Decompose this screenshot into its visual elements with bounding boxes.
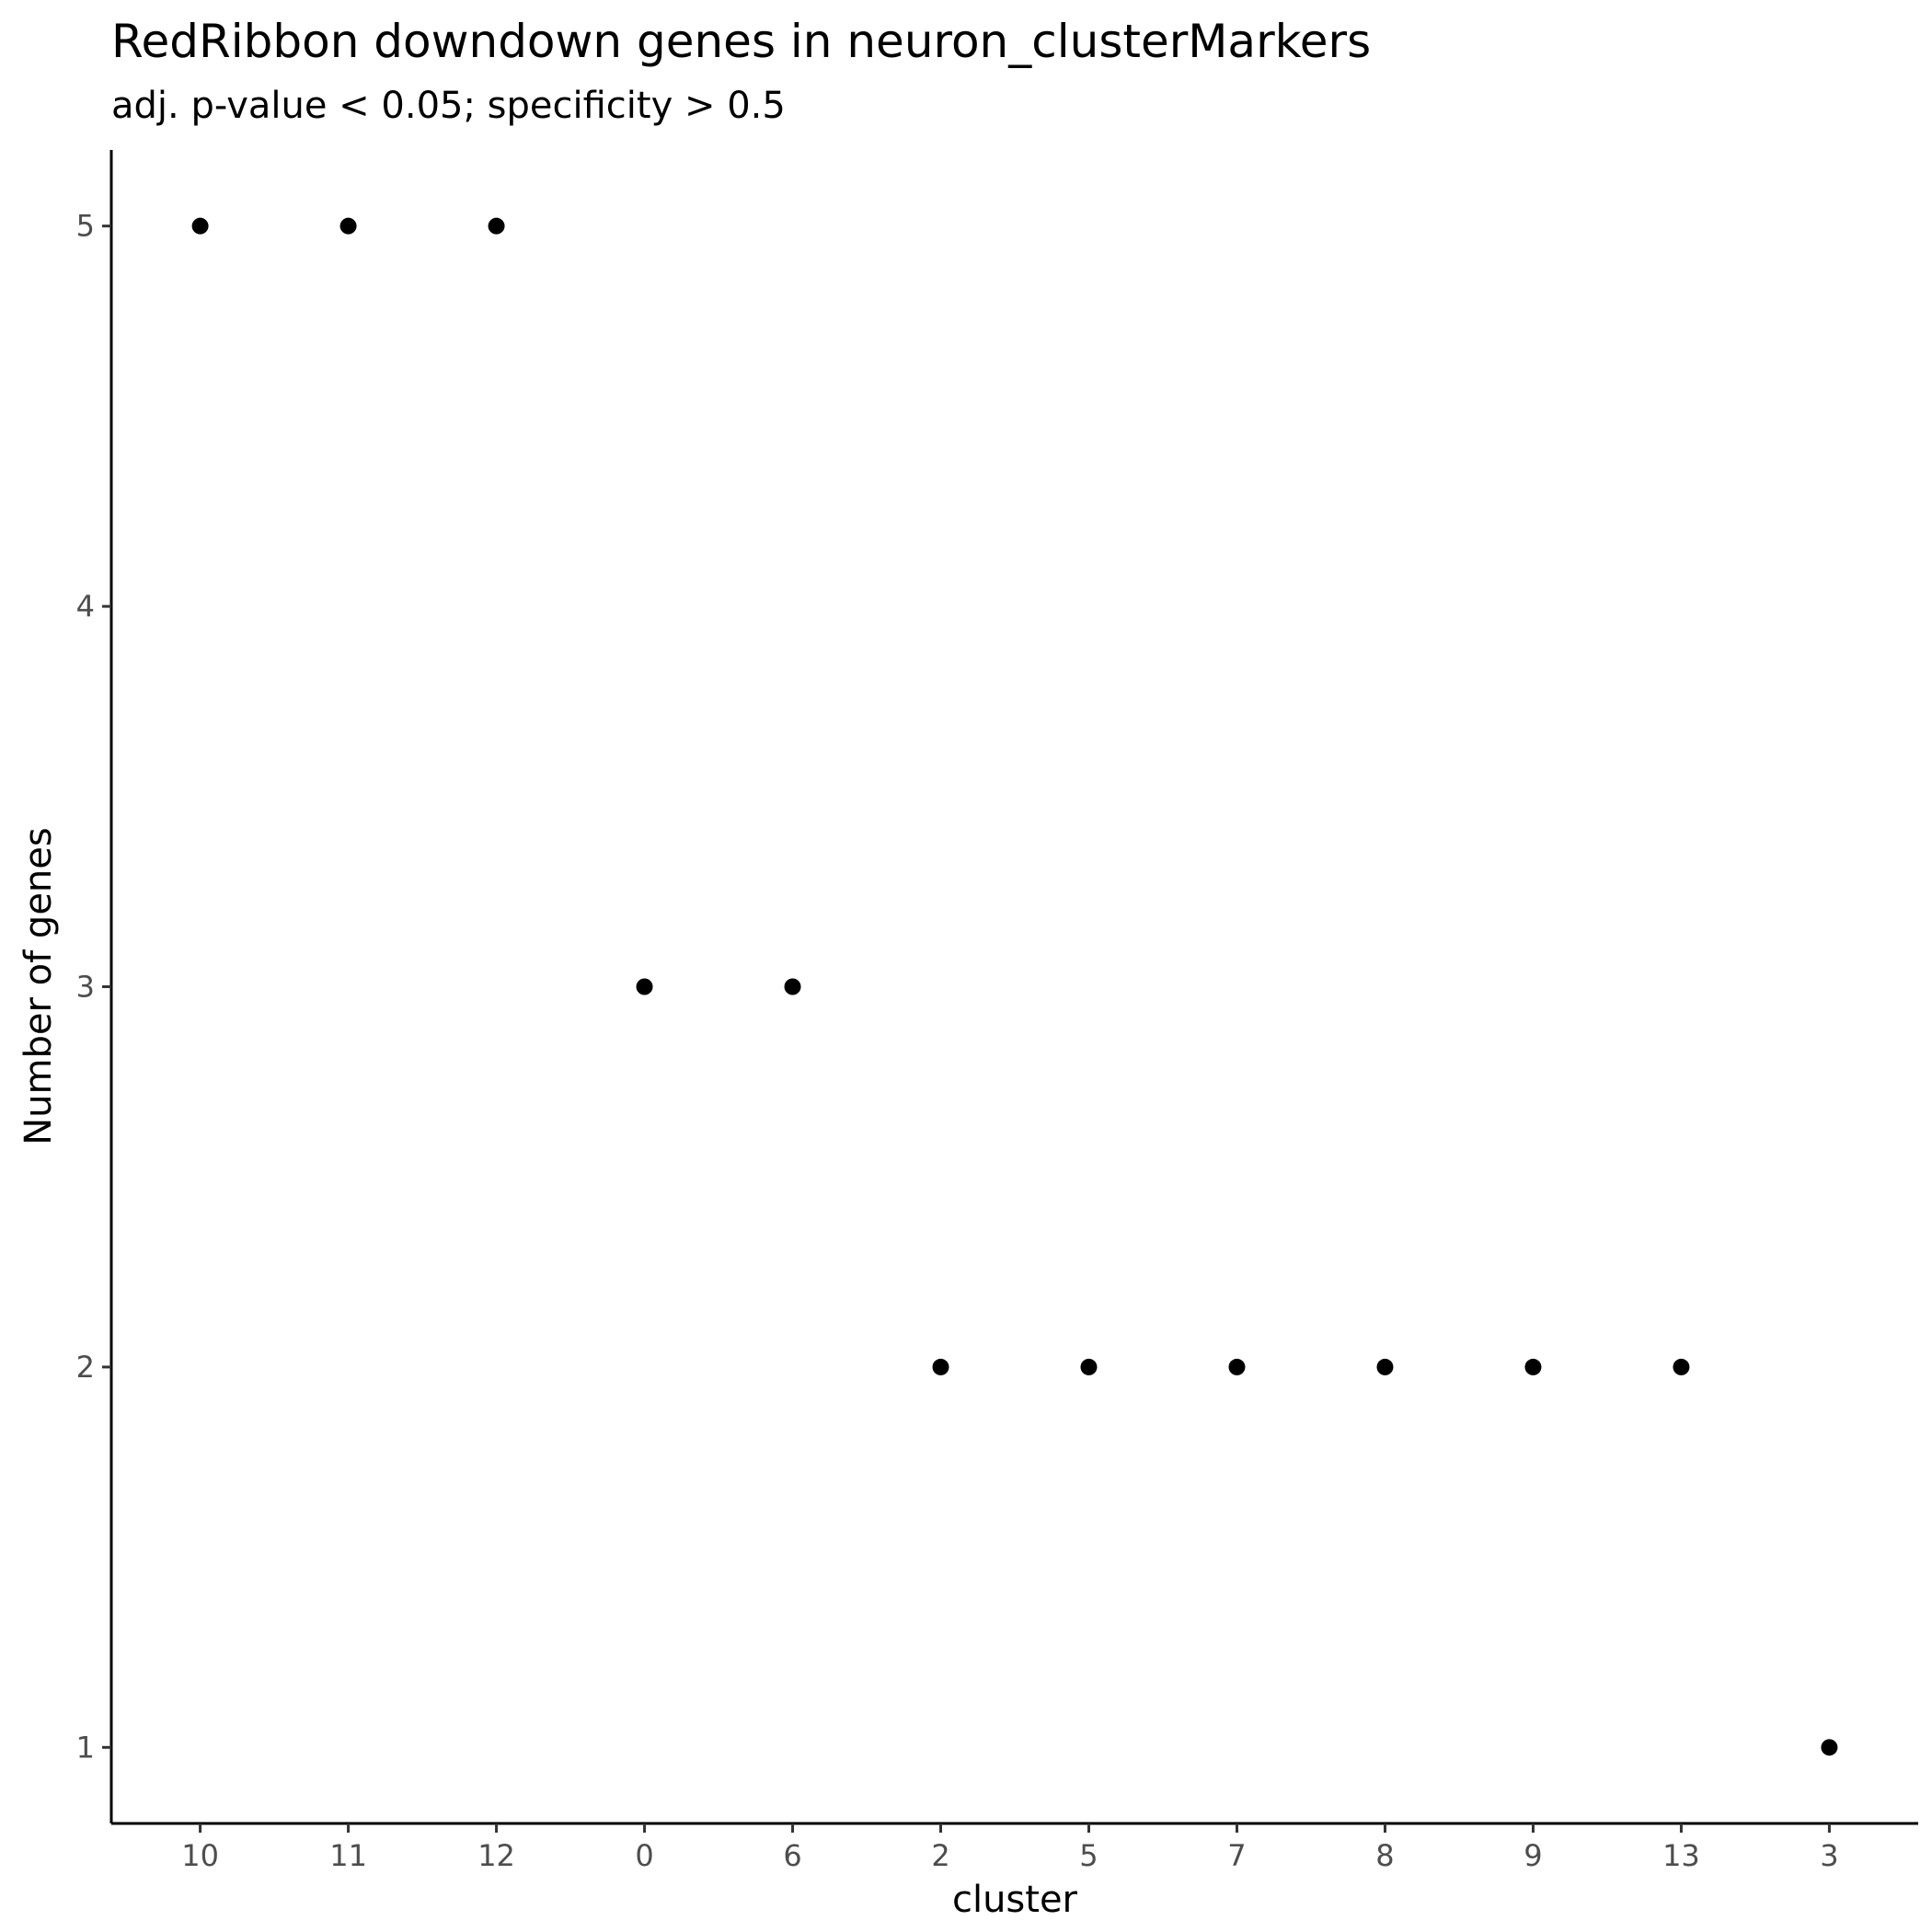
y-axis-ticks: 1 2 3 4 5 — [76, 209, 111, 1765]
data-point — [784, 978, 801, 995]
x-tick-label: 9 — [1524, 1838, 1542, 1873]
x-tick-label: 11 — [329, 1838, 367, 1873]
chart-subtitle: adj. p-value < 0.05; specificity > 0.5 — [111, 85, 786, 127]
x-tick-label: 12 — [477, 1838, 515, 1873]
y-tick-label: 4 — [76, 589, 95, 624]
x-tick-label: 6 — [783, 1838, 801, 1873]
data-point — [1524, 1358, 1542, 1375]
y-tick-label: 1 — [76, 1730, 95, 1765]
data-point — [636, 978, 653, 995]
x-tick-label: 0 — [635, 1838, 653, 1873]
y-axis-title: Number of genes — [17, 827, 60, 1144]
chart-title: RedRibbon downdown genes in neuron_clust… — [111, 15, 1371, 68]
x-tick-label: 3 — [1820, 1838, 1838, 1873]
y-tick-label: 5 — [76, 209, 95, 244]
x-tick-label: 8 — [1375, 1838, 1394, 1873]
y-tick-label: 3 — [76, 970, 95, 1005]
data-point — [1673, 1358, 1690, 1375]
y-tick-label: 2 — [76, 1350, 95, 1385]
data-point — [1821, 1739, 1838, 1756]
data-point — [1376, 1358, 1394, 1375]
data-point — [191, 217, 209, 235]
x-tick-label: 13 — [1662, 1838, 1700, 1873]
x-axis-ticks: 10 11 12 0 6 2 5 7 8 9 13 3 — [181, 1823, 1839, 1873]
data-points — [191, 217, 1838, 1756]
x-tick-label: 5 — [1079, 1838, 1098, 1873]
data-point — [1080, 1358, 1098, 1375]
data-point — [932, 1358, 949, 1375]
x-tick-label: 10 — [181, 1838, 219, 1873]
x-tick-label: 2 — [931, 1838, 949, 1873]
data-point — [1228, 1358, 1246, 1375]
x-axis-title: cluster — [952, 1879, 1078, 1921]
x-tick-label: 7 — [1227, 1838, 1246, 1873]
data-point — [488, 217, 505, 235]
data-point — [339, 217, 357, 235]
